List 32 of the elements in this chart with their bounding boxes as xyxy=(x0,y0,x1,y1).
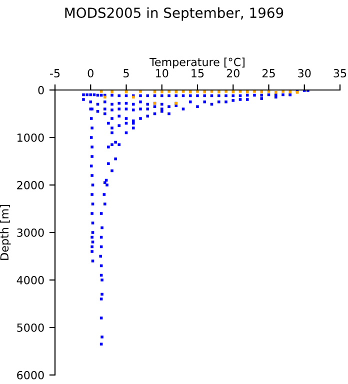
y-tick-label: 5000 xyxy=(17,323,44,332)
x-tick-label: -5 xyxy=(50,69,60,78)
point xyxy=(124,90,128,94)
y-axis-title: Depth [m] xyxy=(0,205,11,260)
y-tick-label: 2000 xyxy=(17,180,44,190)
y-tick-label: 1000 xyxy=(18,133,44,142)
x-tick-label: 30 xyxy=(298,69,311,78)
point xyxy=(288,90,292,94)
x-tick-label: 25 xyxy=(262,69,275,78)
chart-title: MODS2005 in September, 1969 xyxy=(65,7,284,21)
x-tick-label: 10 xyxy=(156,69,168,78)
y-tick-label: 0 xyxy=(38,86,44,94)
point xyxy=(260,90,264,94)
point xyxy=(110,90,114,94)
y-tick-label: 3000 xyxy=(17,228,44,237)
y-tick-label: 6000 xyxy=(17,370,44,380)
point xyxy=(174,90,178,94)
point xyxy=(246,90,249,94)
point xyxy=(232,90,235,94)
x-tick-label: 20 xyxy=(226,69,240,78)
point xyxy=(203,90,206,94)
y-tick-label: 4000 xyxy=(16,276,44,284)
point xyxy=(217,90,220,94)
x-axis-title: Temperature [°C] xyxy=(150,58,244,68)
point xyxy=(160,90,164,94)
point xyxy=(153,90,156,94)
point xyxy=(188,90,192,94)
x-tick-label: 15 xyxy=(192,69,204,78)
point xyxy=(274,90,278,94)
x-tick-label: 35 xyxy=(334,69,346,78)
x-tick-label: 0 xyxy=(88,69,94,78)
x-tick-label: 5 xyxy=(124,69,129,78)
